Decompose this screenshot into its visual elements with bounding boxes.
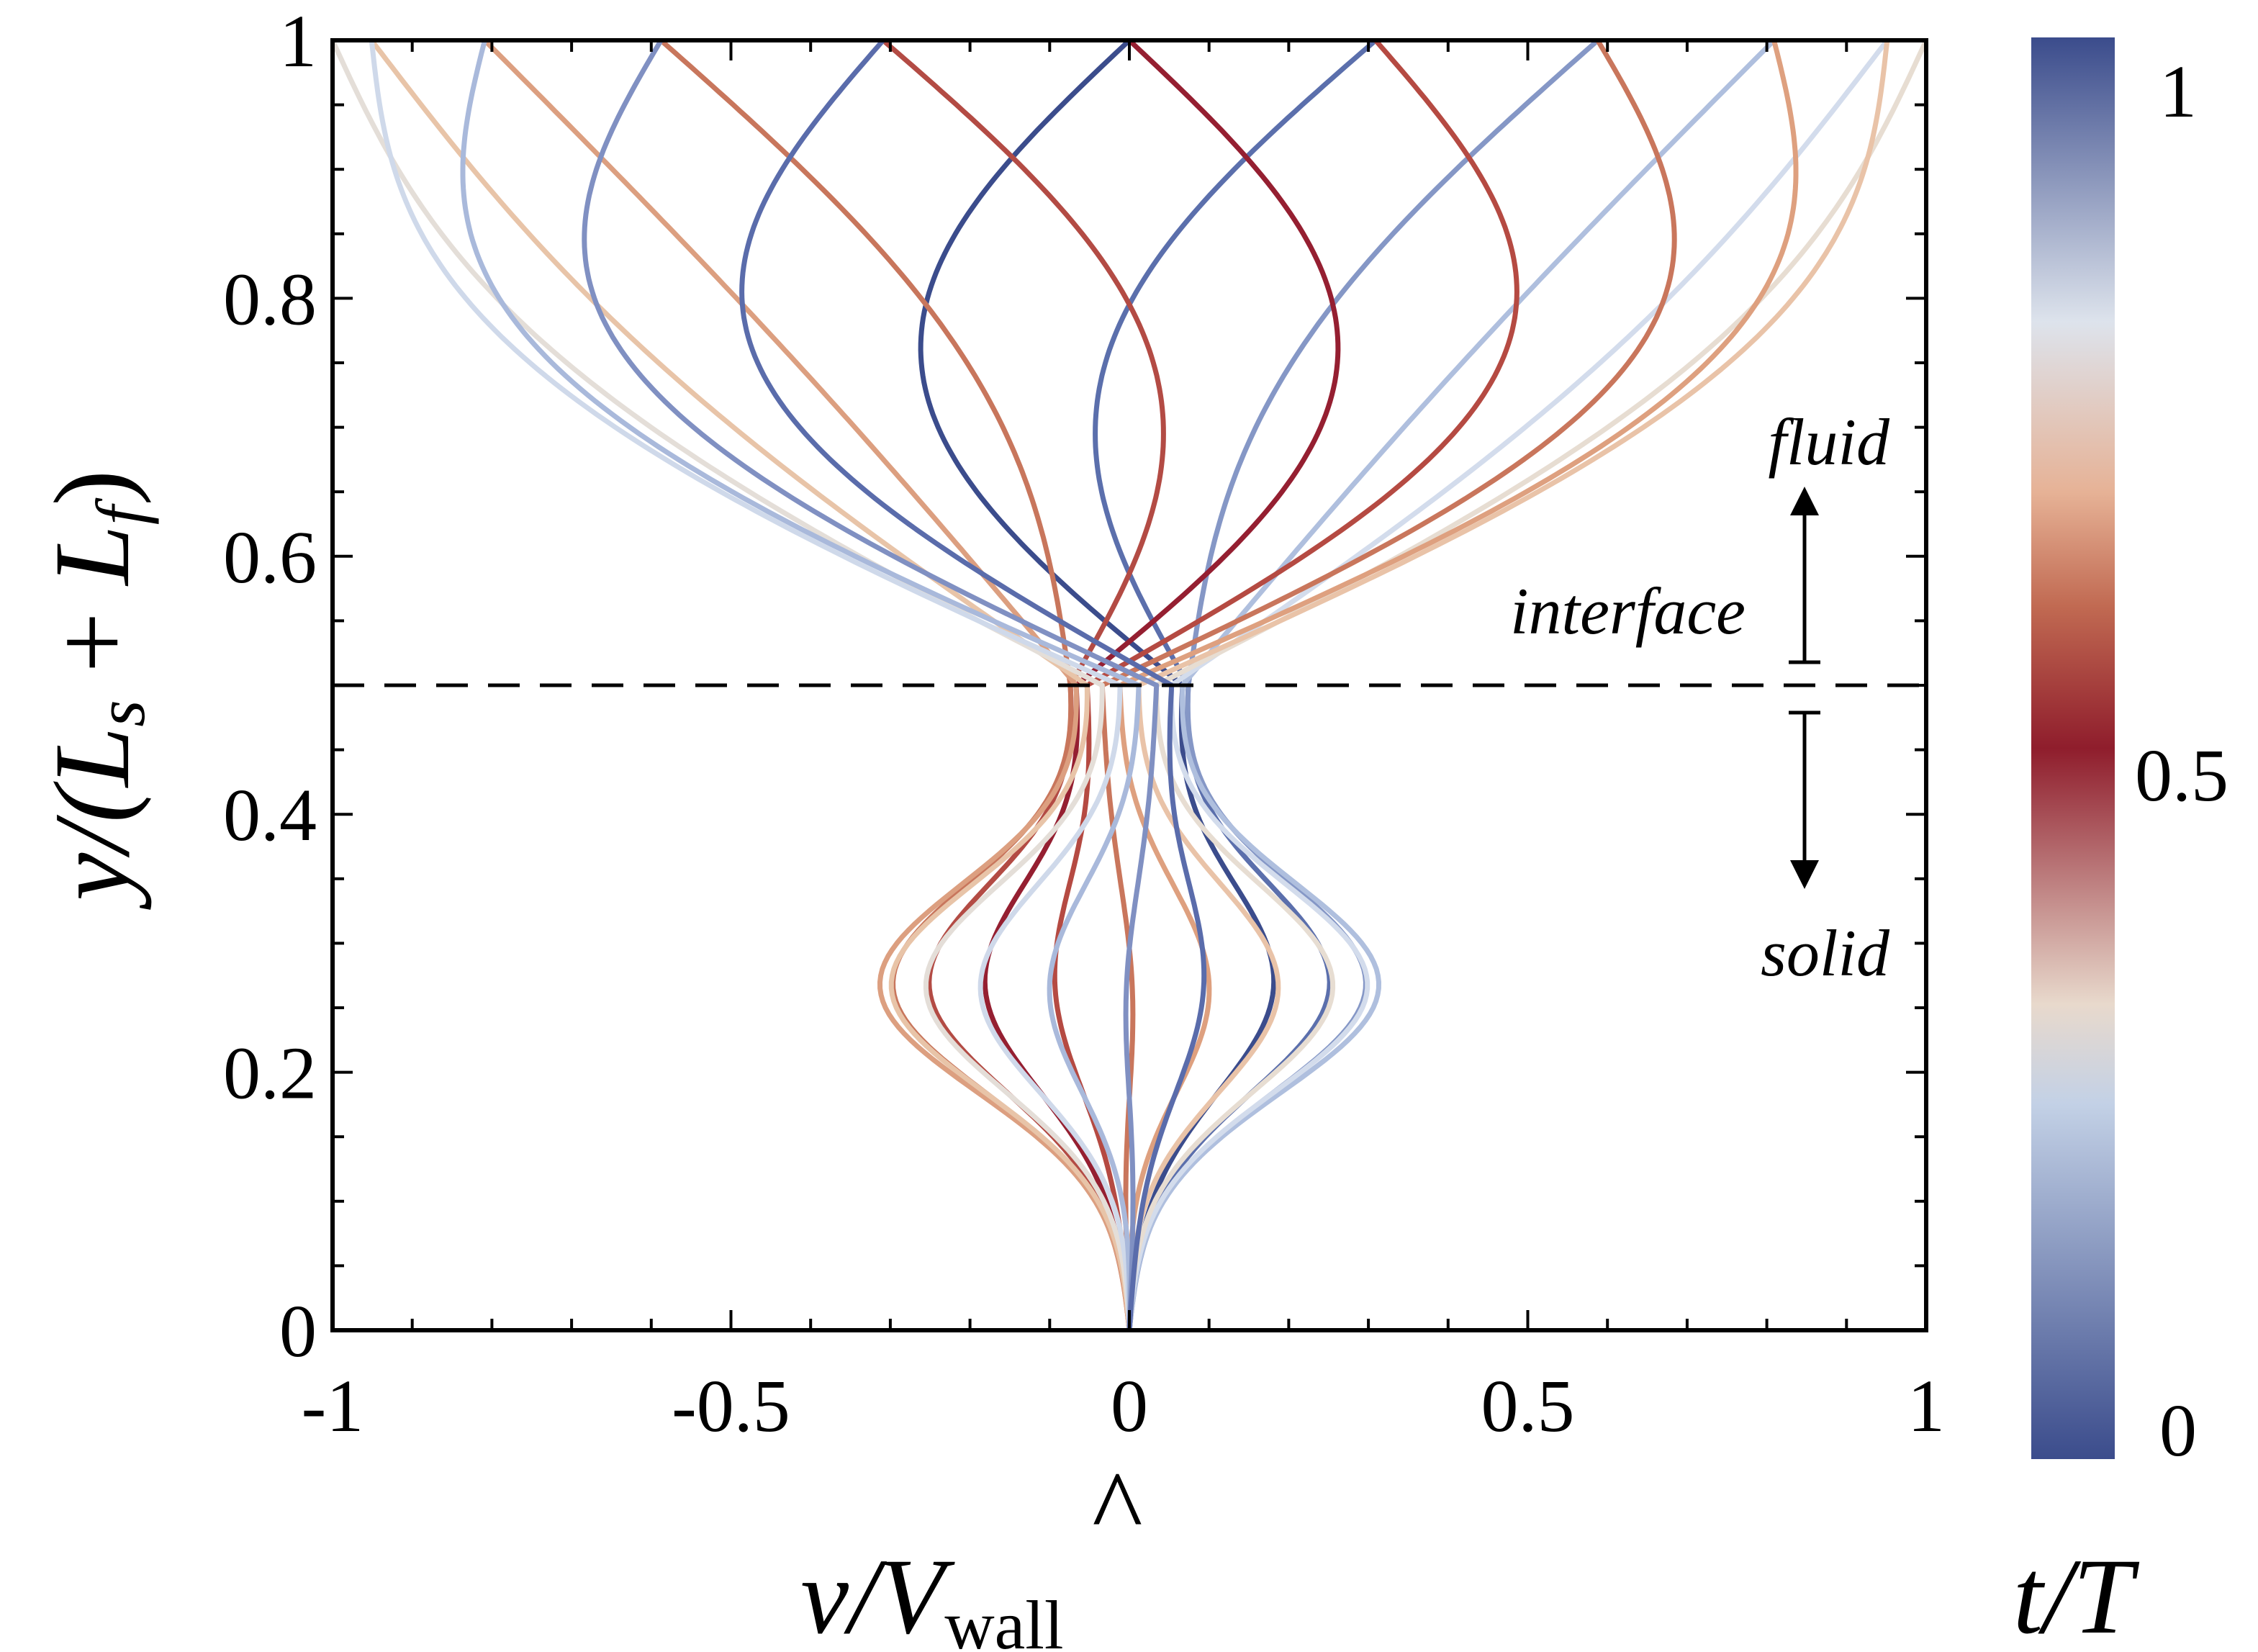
y-tick-label: 0 (279, 1290, 317, 1373)
y-tick-label: 0.4 (223, 774, 317, 857)
velocity-profile-line (333, 40, 1132, 1330)
x-tick-label: -0.5 (672, 1365, 790, 1448)
axis-tick-labels: -1 -0.5 0 0.5 1 0 0.2 0.4 0.6 0.8 1 (223, 0, 1945, 1448)
x-axis-title: v/Vwall (800, 1537, 1063, 1652)
velocity-profile-line (582, 40, 1160, 1330)
colorbar-title: t/T (2013, 1537, 2140, 1652)
y-tick-label: 0.2 (223, 1032, 317, 1115)
x-tick-label: 0 (1111, 1365, 1148, 1448)
x-axis-title-hat: ^ (1090, 1449, 1142, 1569)
y-tick-label: 0.6 (223, 516, 317, 599)
colorbar-tick-label-0: 0 (2159, 1389, 2197, 1472)
fluid-arrow (1789, 487, 1820, 664)
annotation-solid: solid (1761, 916, 1890, 990)
x-tick-label: -1 (302, 1365, 364, 1448)
x-tick-label: 0.5 (1481, 1365, 1575, 1448)
y-tick-label: 1 (279, 0, 317, 83)
annotation-fluid: fluid (1768, 405, 1890, 479)
x-tick-label: 1 (1907, 1365, 1945, 1448)
colorbar-tick-label-1: 1 (2159, 50, 2197, 133)
annotation-interface: interface (1510, 574, 1746, 648)
axis-ticks (331, 39, 1928, 1332)
solid-arrow (1789, 710, 1820, 889)
colorbar (2031, 37, 2115, 1459)
y-axis-title: y/(Ls + Lf) (32, 470, 159, 911)
colorbar-tick-label-0.5: 0.5 (2135, 734, 2228, 817)
y-tick-label: 0.8 (223, 258, 317, 340)
